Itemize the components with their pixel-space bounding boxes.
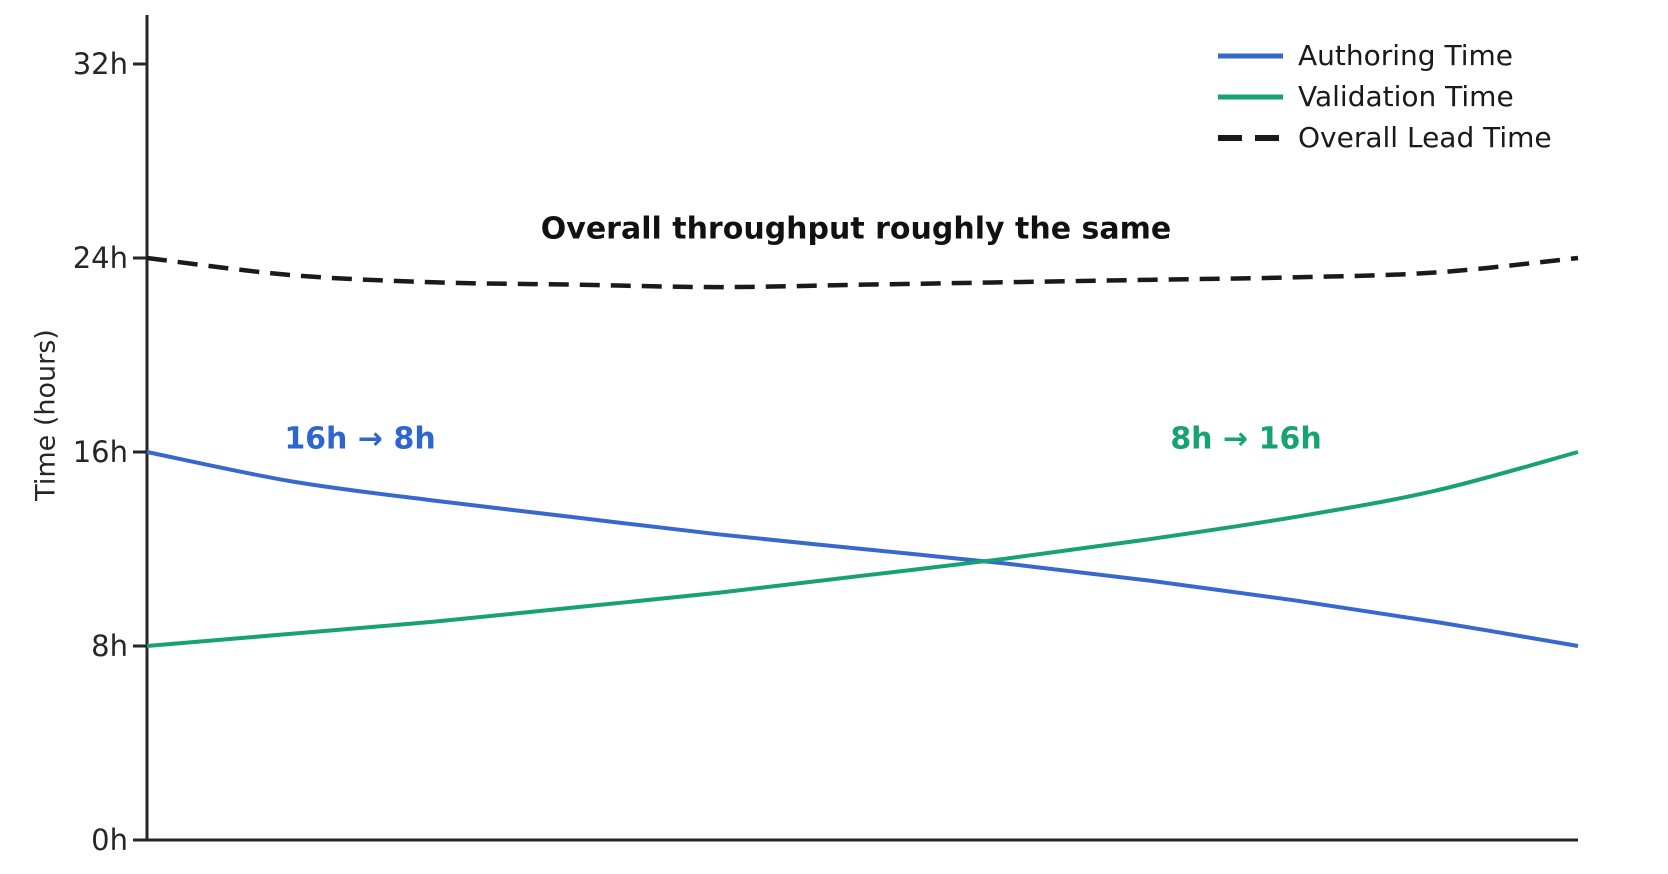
annotation-authoring-change: 16h → 8h: [284, 421, 436, 457]
overall-lead-dashed-swatch-icon: [1218, 134, 1283, 141]
legend-item-authoring-time: Authoring Time: [1218, 35, 1552, 76]
legend-item-overall-lead-time: Overall Lead Time: [1218, 117, 1552, 158]
y-tick-label: 16h: [72, 435, 128, 469]
legend-item-validation-time: Validation Time: [1218, 76, 1552, 117]
y-axis-title: Time (hours): [30, 329, 62, 501]
y-tick-label: 32h: [72, 47, 128, 81]
y-tick-label: 0h: [91, 823, 128, 857]
legend: Authoring Time Validation Time Overall L…: [1218, 35, 1552, 158]
legend-label: Validation Time: [1298, 80, 1514, 113]
legend-label: Authoring Time: [1298, 39, 1513, 72]
validation-line-swatch-icon: [1218, 94, 1283, 99]
y-tick-label: 8h: [91, 629, 128, 663]
legend-label: Overall Lead Time: [1298, 121, 1552, 154]
annotation-overall-throughput: Overall throughput roughly the same: [540, 211, 1172, 247]
y-tick-label: 24h: [72, 241, 128, 275]
authoring-line-swatch-icon: [1218, 53, 1283, 58]
annotation-validation-change: 8h → 16h: [1170, 421, 1322, 457]
